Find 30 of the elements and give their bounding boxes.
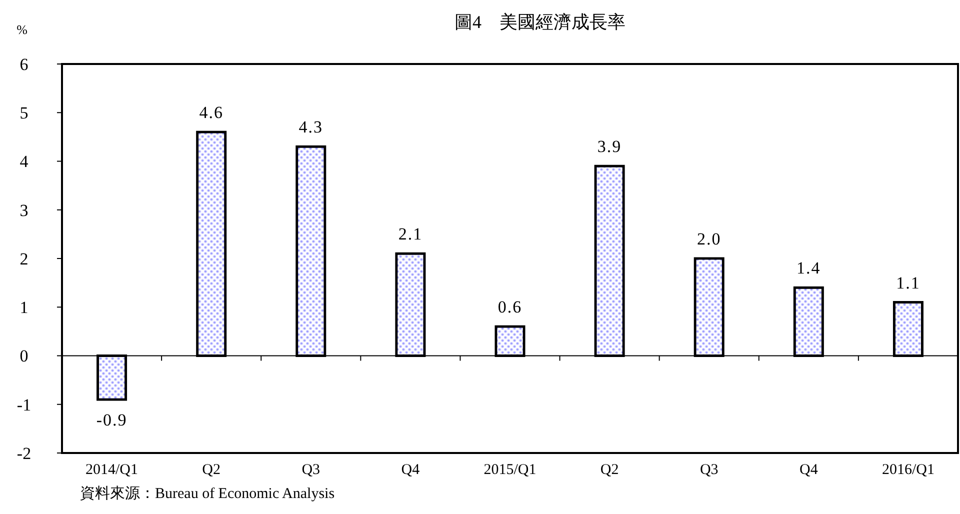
data-label: 2.0 xyxy=(696,230,722,248)
y-axis-title: % xyxy=(16,22,28,37)
y-tick-label: -1 xyxy=(16,395,32,414)
y-tick-label: 4 xyxy=(20,152,29,172)
y-tick-label: 5 xyxy=(20,104,28,123)
x-tick-label: 2015/Q1 xyxy=(484,462,536,478)
x-tick-label: Q2 xyxy=(600,462,619,478)
x-tick-label: Q4 xyxy=(401,462,420,478)
y-tick-label: 0 xyxy=(20,346,28,366)
data-label: -0.9 xyxy=(96,410,128,430)
chart-title: 圖4 美國經濟成長率 xyxy=(454,12,626,32)
x-tick-label: Q3 xyxy=(700,462,718,478)
x-tick-label: Q4 xyxy=(799,462,818,478)
x-tick-label: 2014/Q1 xyxy=(86,462,138,478)
data-label: 4.6 xyxy=(199,103,224,122)
data-label: 1.1 xyxy=(896,273,920,292)
data-label: 3.9 xyxy=(597,137,622,156)
y-tick-label: 1 xyxy=(20,298,28,318)
data-label: 1.4 xyxy=(796,258,821,278)
y-tick-label: 2 xyxy=(20,249,28,268)
x-tick-label: Q3 xyxy=(302,462,320,478)
data-label: 2.1 xyxy=(398,224,423,244)
data-label: 4.3 xyxy=(298,118,324,137)
data-label: 0.6 xyxy=(498,298,522,317)
y-tick-label: 3 xyxy=(20,200,28,220)
y-tick-label: -2 xyxy=(16,444,32,463)
y-tick-label: 6 xyxy=(20,54,28,74)
x-tick-label: Q2 xyxy=(202,462,221,478)
x-tick-label: 2016/Q1 xyxy=(882,462,934,478)
source-note: 資料來源：Bureau of Economic Analysis xyxy=(80,485,335,502)
